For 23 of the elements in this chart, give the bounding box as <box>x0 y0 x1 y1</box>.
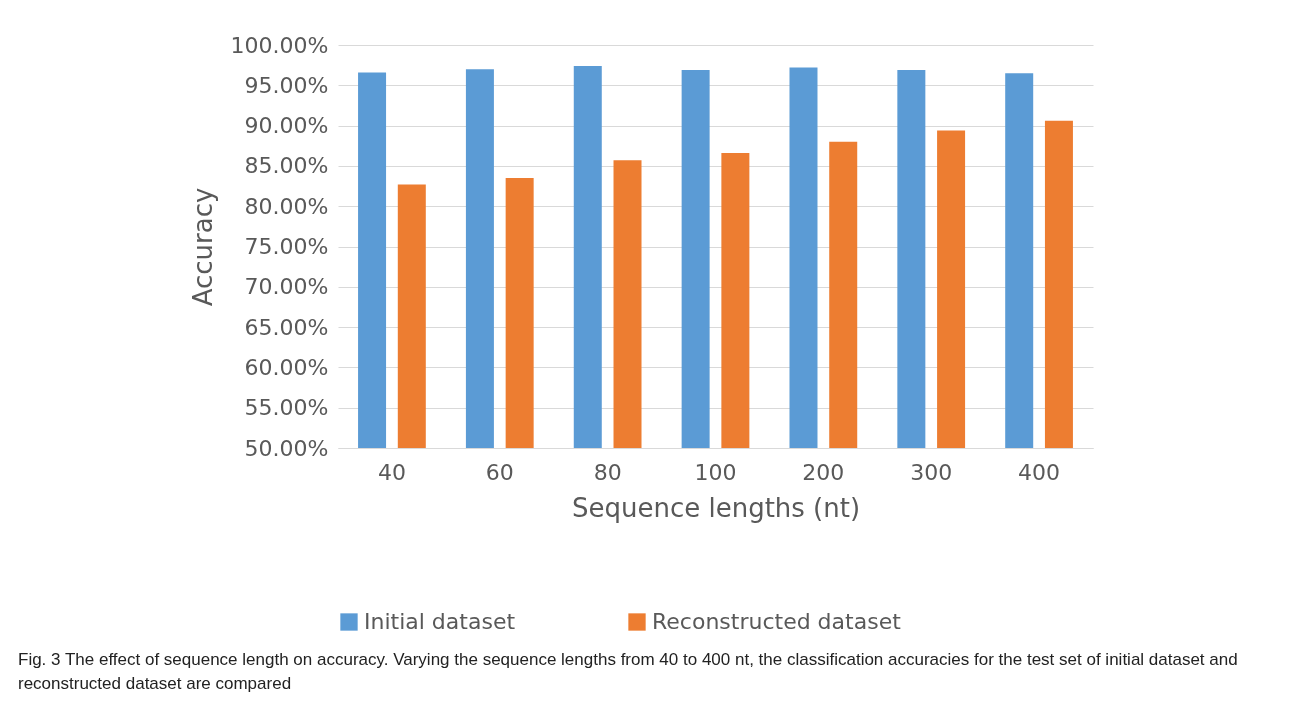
y-tick-label: 75.00% <box>244 234 329 259</box>
x-tick-label: 300 <box>910 459 953 485</box>
y-tick-label: 80.00% <box>244 193 329 219</box>
y-tick-label: 95.00% <box>244 72 329 98</box>
caption: Fig. 3 The effect of sequence length on accuracy. Varying the sequence lengths from 40 to 400 nt, the classification accuracies for the test set of initial dataset and reconstructed dataset are compared <box>18 649 1239 695</box>
x-tick-label: 100 <box>694 459 737 485</box>
y-tick-label: 85.00% <box>244 153 329 179</box>
x-tick-label: 200 <box>802 459 845 485</box>
y-tick-label: 50.00% <box>244 435 329 461</box>
y-tick-label: 60.00% <box>244 354 329 380</box>
x-tick-label: 60 <box>485 459 514 485</box>
legend-label: Initial dataset <box>364 609 516 634</box>
y-tick-label: 90.00% <box>244 113 329 139</box>
y-tick-label: 55.00% <box>244 395 329 421</box>
x-tick-label: 40 <box>377 459 406 485</box>
x-tick-label: 80 <box>593 459 622 485</box>
y-tick-label: 70.00% <box>244 274 329 300</box>
y-axis-title: Accuracy <box>187 187 218 307</box>
x-tick-label: 400 <box>1018 459 1061 485</box>
y-tick-label: 65.00% <box>244 314 329 340</box>
legend-label: Reconstructed dataset <box>652 609 902 634</box>
y-tick-label: 100.00% <box>230 32 329 58</box>
x-axis-title: Sequence lengths (nt) <box>571 492 861 523</box>
